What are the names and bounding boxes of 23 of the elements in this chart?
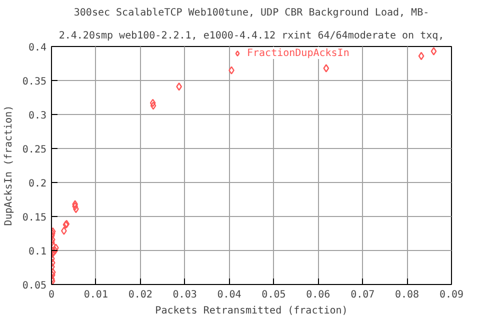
chart-subtitle: 2.4.20smp web100-2.2.1, e1000-4.4.12 rxint 64/64moderate on txq, [58, 30, 444, 42]
x-tick-label: 0.02 [128, 290, 152, 300]
y-tick-label: 0.35 [22, 76, 47, 88]
x-axis-title: Packets Retransmitted (fraction) [155, 306, 348, 316]
x-tick-label: 0.04 [217, 290, 242, 300]
x-tick-label: 0.09 [439, 290, 464, 300]
legend-label: FractionDupAcksIn [247, 47, 350, 59]
x-tick-label: 0.01 [84, 290, 108, 300]
x-tick-label: 0.05 [262, 290, 286, 300]
x-tick-label: 0.07 [350, 290, 375, 300]
y-tick-label: 0.05 [22, 280, 47, 292]
y-tick-label: 0.2 [28, 178, 46, 190]
x-tick-label: 0.06 [306, 290, 330, 300]
chart-title: 300sec ScalableTCP Web100tune, UDP CBR Background Load, MB- [74, 8, 430, 18]
y-tick-label: 0.3 [28, 110, 46, 122]
y-tick-label: 0.1 [28, 246, 46, 258]
x-tick-label: 0.08 [395, 290, 420, 300]
x-tick-label: 0 [48, 290, 55, 300]
y-axis-title: DupAcksIn (fraction) [3, 105, 14, 226]
y-tick-label: 0.25 [22, 144, 47, 156]
y-tick-label: 0.15 [22, 212, 47, 224]
y-tick-label: 0.4 [28, 42, 46, 54]
x-tick-label: 0.03 [172, 290, 197, 300]
